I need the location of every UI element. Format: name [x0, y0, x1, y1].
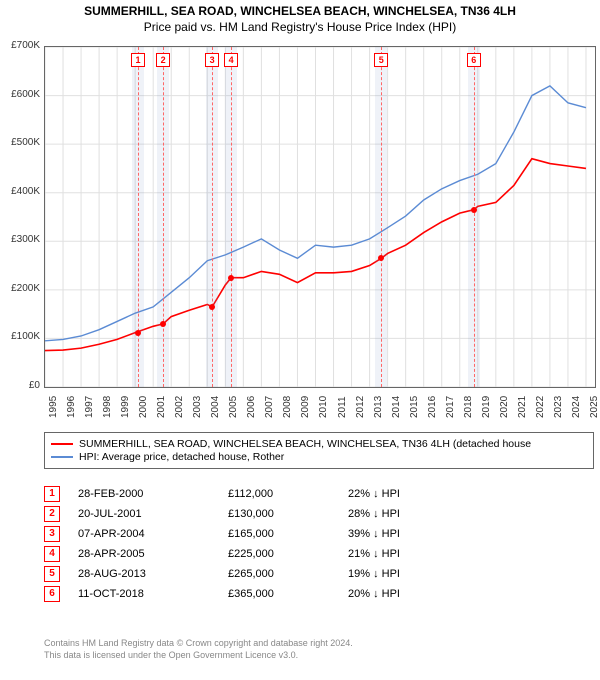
marker-box-1: 1	[131, 53, 145, 67]
y-tick-label: £300K	[0, 234, 40, 245]
y-tick-label: £200K	[0, 283, 40, 294]
table-row: 5 28-AUG-2013£265,00019% ↓ HPI	[44, 566, 594, 582]
marker-dot-5	[378, 255, 384, 261]
marker-line-1	[138, 47, 139, 387]
marker-dot-1	[135, 330, 141, 336]
table-marker: 4	[44, 546, 60, 562]
legend-label-hpi: HPI: Average price, detached house, Roth…	[79, 451, 284, 463]
marker-box-5: 5	[374, 53, 388, 67]
table-row: 6 11-OCT-2018£365,00020% ↓ HPI	[44, 586, 594, 602]
marker-box-4: 4	[224, 53, 238, 67]
y-tick-label: £100K	[0, 331, 40, 342]
table-price: £265,000	[228, 568, 348, 580]
y-tick-label: £0	[0, 380, 40, 391]
legend-label-property: SUMMERHILL, SEA ROAD, WINCHELSEA BEACH, …	[79, 438, 531, 450]
table-price: £112,000	[228, 488, 348, 500]
marker-box-6: 6	[467, 53, 481, 67]
marker-line-3	[212, 47, 213, 387]
table-delta: 19% ↓ HPI	[348, 568, 468, 580]
table-marker: 1	[44, 486, 60, 502]
y-tick-label: £700K	[0, 40, 40, 51]
table-date: 11-OCT-2018	[78, 588, 228, 600]
footer-line-1: Contains HM Land Registry data © Crown c…	[44, 638, 594, 650]
marker-line-4	[231, 47, 232, 387]
table-price: £165,000	[228, 528, 348, 540]
table-marker: 2	[44, 506, 60, 522]
marker-line-6	[474, 47, 475, 387]
table-date: 28-APR-2005	[78, 548, 228, 560]
table-row: 1 28-FEB-2000£112,00022% ↓ HPI	[44, 486, 594, 502]
legend-swatch-hpi	[51, 456, 73, 458]
footer: Contains HM Land Registry data © Crown c…	[44, 638, 594, 661]
chart-container: { "title": "SUMMERHILL, SEA ROAD, WINCHE…	[0, 0, 600, 680]
table-delta: 21% ↓ HPI	[348, 548, 468, 560]
table-price: £225,000	[228, 548, 348, 560]
table-price: £130,000	[228, 508, 348, 520]
table-delta: 39% ↓ HPI	[348, 528, 468, 540]
table-price: £365,000	[228, 588, 348, 600]
chart-title: SUMMERHILL, SEA ROAD, WINCHELSEA BEACH, …	[0, 4, 600, 18]
table-row: 2 20-JUL-2001£130,00028% ↓ HPI	[44, 506, 594, 522]
table-row: 3 07-APR-2004£165,00039% ↓ HPI	[44, 526, 594, 542]
marker-line-2	[163, 47, 164, 387]
legend-item-hpi: HPI: Average price, detached house, Roth…	[51, 451, 587, 463]
table-marker: 6	[44, 586, 60, 602]
table-date: 28-FEB-2000	[78, 488, 228, 500]
legend: SUMMERHILL, SEA ROAD, WINCHELSEA BEACH, …	[44, 432, 594, 469]
table-delta: 22% ↓ HPI	[348, 488, 468, 500]
marker-box-3: 3	[205, 53, 219, 67]
chart-svg	[45, 47, 595, 387]
chart-subtitle: Price paid vs. HM Land Registry's House …	[0, 20, 600, 34]
marker-dot-2	[160, 321, 166, 327]
table-delta: 20% ↓ HPI	[348, 588, 468, 600]
footer-line-2: This data is licensed under the Open Gov…	[44, 650, 594, 662]
marker-dot-6	[471, 207, 477, 213]
table-delta: 28% ↓ HPI	[348, 508, 468, 520]
table-marker: 3	[44, 526, 60, 542]
table-marker: 5	[44, 566, 60, 582]
marker-dot-3	[209, 304, 215, 310]
price-table: 1 28-FEB-2000£112,00022% ↓ HPI 2 20-JUL-200…	[44, 482, 594, 606]
y-tick-label: £600K	[0, 89, 40, 100]
legend-item-property: SUMMERHILL, SEA ROAD, WINCHELSEA BEACH, …	[51, 438, 587, 450]
table-date: 28-AUG-2013	[78, 568, 228, 580]
marker-line-5	[381, 47, 382, 387]
x-tick-label: 2025	[589, 396, 600, 418]
chart-plot-area: 123456	[44, 46, 596, 388]
table-row: 4 28-APR-2005£225,00021% ↓ HPI	[44, 546, 594, 562]
marker-dot-4	[228, 275, 234, 281]
y-tick-label: £500K	[0, 137, 40, 148]
table-date: 07-APR-2004	[78, 528, 228, 540]
legend-swatch-property	[51, 443, 73, 445]
marker-box-2: 2	[156, 53, 170, 67]
table-date: 20-JUL-2001	[78, 508, 228, 520]
y-tick-label: £400K	[0, 186, 40, 197]
